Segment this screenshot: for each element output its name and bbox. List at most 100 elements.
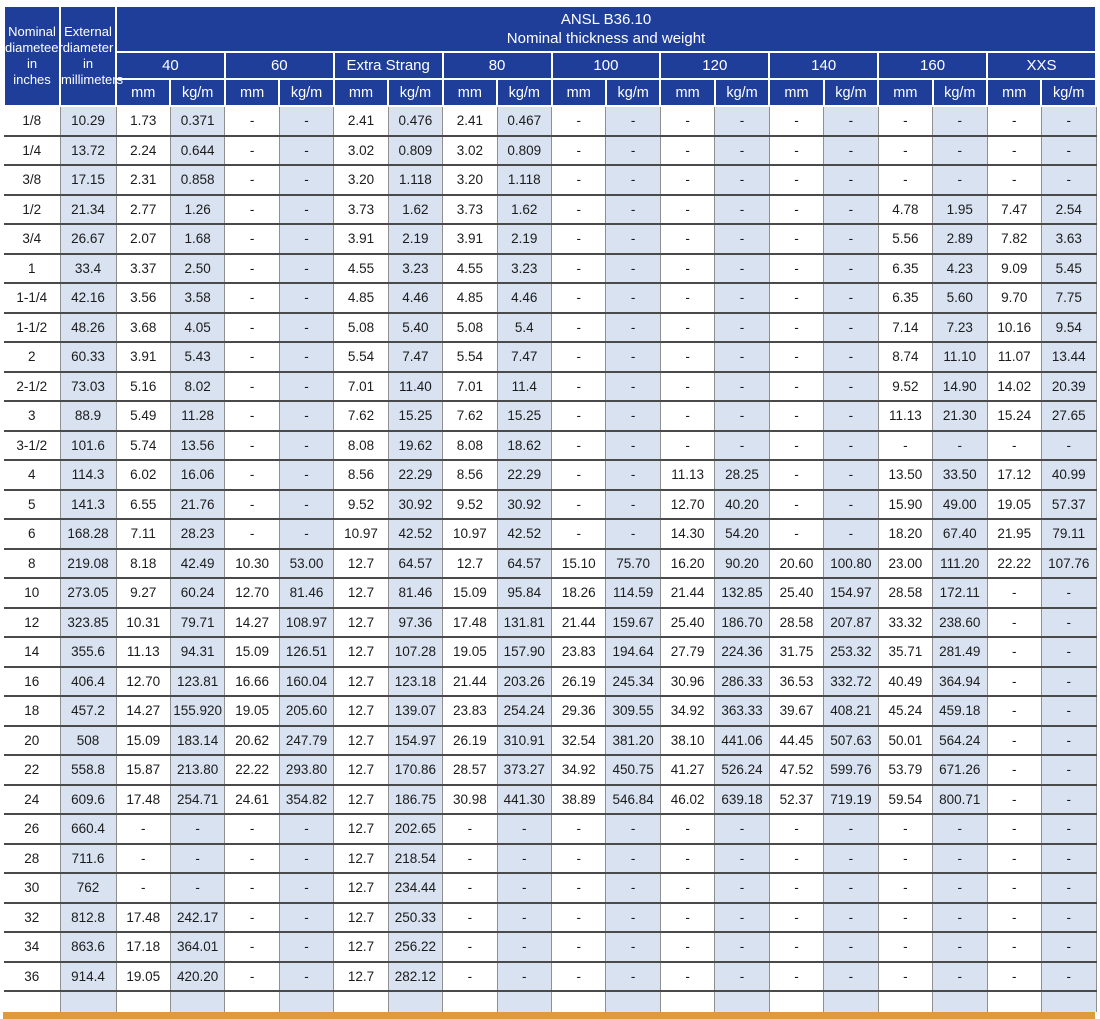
value-cell: 660.4 [59, 813, 117, 845]
row-label-cell: 4 [4, 459, 61, 491]
value-cell: 12.70 [659, 488, 716, 520]
value-cell: 5.16 [115, 370, 171, 402]
value-cell: 4.23 [932, 252, 988, 284]
value-cell: 213.80 [169, 754, 226, 786]
value-cell: 4.05 [169, 311, 226, 343]
empty-cell [442, 990, 498, 1012]
value-cell: 20.60 [768, 547, 825, 579]
value-cell: - [714, 429, 770, 461]
value-cell: 11.40 [387, 370, 444, 402]
value-cell: - [768, 341, 825, 373]
value-cell: 19.05 [986, 488, 1042, 520]
value-cell: 863.6 [59, 931, 117, 963]
value-cell: 7.47 [986, 193, 1042, 225]
value-cell: - [659, 341, 716, 373]
value-cell: - [605, 400, 661, 432]
value-cell: 79.71 [169, 606, 226, 638]
value-cell: - [768, 842, 825, 874]
value-cell: - [823, 813, 879, 845]
row-label-cell: 10 [4, 577, 61, 609]
value-cell: 53.79 [877, 754, 934, 786]
value-cell: - [932, 134, 988, 166]
value-cell: 256.22 [387, 931, 444, 963]
value-cell: 14.02 [986, 370, 1042, 402]
group-header-140: 140 [768, 51, 880, 80]
value-cell: 2.89 [932, 223, 988, 255]
value-cell: 6.35 [877, 282, 934, 314]
value-cell: 9.09 [986, 252, 1042, 284]
value-cell: 10.31 [115, 606, 171, 638]
value-cell: - [224, 960, 280, 992]
value-cell: 21.34 [59, 193, 117, 225]
value-cell: 1.62 [387, 193, 444, 225]
value-cell: - [278, 901, 335, 933]
value-cell: - [823, 341, 879, 373]
value-cell: - [932, 901, 988, 933]
value-cell: 42.52 [496, 518, 553, 550]
value-cell: 14.27 [115, 695, 171, 727]
value-cell: 4.85 [442, 282, 498, 314]
value-cell: - [1040, 783, 1097, 815]
value-cell: 12.7 [333, 606, 389, 638]
value-cell: 3.91 [115, 341, 171, 373]
value-cell: 22.29 [387, 459, 444, 491]
bottom-accent-bar [3, 1012, 1095, 1019]
value-cell: 15.09 [442, 577, 498, 609]
value-cell: 13.72 [59, 134, 117, 166]
value-cell: 114.3 [59, 459, 117, 491]
value-cell: 47.52 [768, 754, 825, 786]
value-cell: 4.85 [333, 282, 389, 314]
value-cell: - [1040, 429, 1097, 461]
value-cell: - [496, 960, 553, 992]
table-header: Nominal diameteer in inches External dia… [3, 5, 1097, 107]
value-cell: 310.91 [496, 724, 553, 756]
table-row: 2-1/2 73.03 5.16 8.02- -7.01 11.40 7.01 11.4- - -… [4, 370, 1097, 402]
row-label-cell: 3 [4, 400, 61, 432]
value-cell: - [768, 193, 825, 225]
value-cell: - [278, 223, 335, 255]
value-cell: - [605, 429, 661, 461]
external-diameter-header: External diameter in millimeters [59, 5, 123, 107]
value-cell: 23.00 [877, 547, 934, 579]
table-row: 1/8 10.29 1.73 0.371- -2.41 0.476 2.41 0.467- - -… [4, 105, 1097, 137]
value-cell: 3.02 [333, 134, 389, 166]
value-cell: 12.7 [333, 931, 389, 963]
value-cell: 1.95 [932, 193, 988, 225]
value-cell: - [768, 931, 825, 963]
value-cell: 50.01 [877, 724, 934, 756]
value-cell: - [278, 872, 335, 904]
value-cell: 4.78 [877, 193, 934, 225]
value-cell: 13.56 [169, 429, 226, 461]
value-cell: - [659, 311, 716, 343]
value-cell: - [823, 872, 879, 904]
value-cell: 39.67 [768, 695, 825, 727]
value-cell: - [1040, 960, 1097, 992]
value-cell: - [115, 813, 171, 845]
value-cell: 14.90 [932, 370, 988, 402]
value-cell: 205.60 [278, 695, 335, 727]
table-row: 24 609.6 17.48 254.71 24.61 354.82 12.7 186.75 3… [4, 783, 1097, 815]
value-cell: 245.34 [605, 665, 661, 697]
value-cell: 3.20 [442, 164, 498, 196]
table-row: 1-1/4 42.16 3.56 3.58- -4.85 4.46 4.85 4.46- - - -… [4, 282, 1097, 314]
value-cell: 19.05 [115, 960, 171, 992]
value-cell: 94.31 [169, 636, 226, 668]
value-cell: - [605, 282, 661, 314]
value-cell: - [932, 842, 988, 874]
value-cell: 5.4 [496, 311, 553, 343]
value-cell: - [877, 872, 934, 904]
value-cell: - [659, 931, 716, 963]
value-cell: 1.73 [115, 105, 171, 137]
value-cell: - [605, 488, 661, 520]
value-cell: - [224, 252, 280, 284]
value-cell: 107.28 [387, 636, 444, 668]
group-header-xxs: XXS [986, 51, 1097, 80]
value-cell: 6.35 [877, 252, 934, 284]
value-cell: 0.371 [169, 105, 226, 137]
value-cell: - [224, 842, 280, 874]
value-cell: - [224, 282, 280, 314]
value-cell: 44.45 [768, 724, 825, 756]
value-cell: - [278, 429, 335, 461]
value-cell: - [932, 931, 988, 963]
value-cell: - [224, 901, 280, 933]
